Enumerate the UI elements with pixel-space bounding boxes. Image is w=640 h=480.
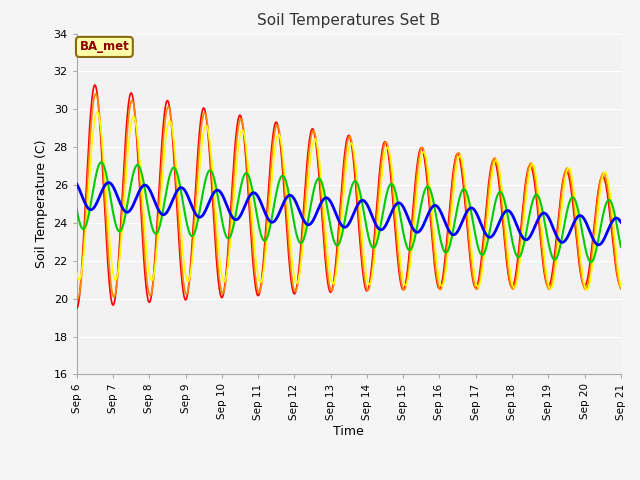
Y-axis label: Soil Temperature (C): Soil Temperature (C) — [35, 140, 48, 268]
-4cm — [434, 280, 442, 286]
-16cm — [587, 259, 595, 265]
-32cm — [73, 181, 81, 187]
-8cm — [617, 284, 625, 289]
-8cm — [553, 256, 561, 262]
-4cm — [553, 239, 561, 244]
-16cm — [181, 211, 189, 216]
-4cm — [73, 295, 81, 300]
-16cm — [505, 217, 513, 223]
-2cm — [181, 296, 189, 302]
-4cm — [617, 286, 625, 292]
Bar — [77, 223, 621, 261]
Bar — [77, 299, 621, 336]
-16cm — [553, 255, 561, 261]
-8cm — [434, 265, 442, 271]
-16cm — [434, 221, 442, 227]
-4cm — [74, 296, 81, 301]
-8cm — [195, 184, 202, 190]
-16cm — [617, 244, 625, 250]
Bar — [77, 185, 621, 223]
-2cm — [91, 82, 99, 88]
-4cm — [255, 289, 263, 295]
-8cm — [93, 109, 101, 115]
-32cm — [505, 208, 513, 214]
Line: -32cm: -32cm — [77, 182, 621, 245]
Text: BA_met: BA_met — [79, 40, 129, 53]
-2cm — [505, 273, 513, 279]
Line: -8cm: -8cm — [77, 112, 621, 290]
X-axis label: Time: Time — [333, 425, 364, 438]
Bar — [77, 261, 621, 299]
Bar — [77, 336, 621, 374]
-2cm — [434, 282, 442, 288]
-8cm — [181, 268, 189, 274]
-2cm — [73, 305, 81, 311]
Title: Soil Temperatures Set B: Soil Temperatures Set B — [257, 13, 440, 28]
-2cm — [553, 233, 561, 239]
-16cm — [97, 159, 105, 165]
Line: -4cm: -4cm — [77, 94, 621, 299]
-32cm — [617, 219, 625, 225]
Bar — [77, 72, 621, 109]
-2cm — [195, 145, 202, 151]
-4cm — [505, 272, 513, 277]
-32cm — [553, 233, 561, 239]
Bar — [77, 109, 621, 147]
-8cm — [505, 256, 513, 262]
Line: -16cm: -16cm — [77, 162, 621, 262]
-4cm — [195, 155, 202, 161]
-16cm — [195, 216, 202, 222]
Line: -2cm: -2cm — [77, 85, 621, 308]
-2cm — [255, 292, 263, 298]
-8cm — [255, 277, 263, 283]
-4cm — [92, 91, 100, 97]
-8cm — [73, 270, 81, 276]
-32cm — [255, 195, 263, 201]
-32cm — [595, 242, 602, 248]
-2cm — [617, 283, 625, 289]
-32cm — [195, 214, 202, 220]
Bar — [77, 147, 621, 185]
Bar — [77, 34, 621, 72]
-8cm — [583, 287, 591, 293]
-32cm — [105, 180, 113, 185]
-16cm — [255, 224, 263, 229]
-16cm — [73, 207, 81, 213]
-32cm — [181, 188, 189, 193]
Legend: -2cm, -4cm, -8cm, -16cm, -32cm: -2cm, -4cm, -8cm, -16cm, -32cm — [138, 475, 559, 480]
-4cm — [182, 290, 189, 296]
-32cm — [434, 204, 442, 210]
